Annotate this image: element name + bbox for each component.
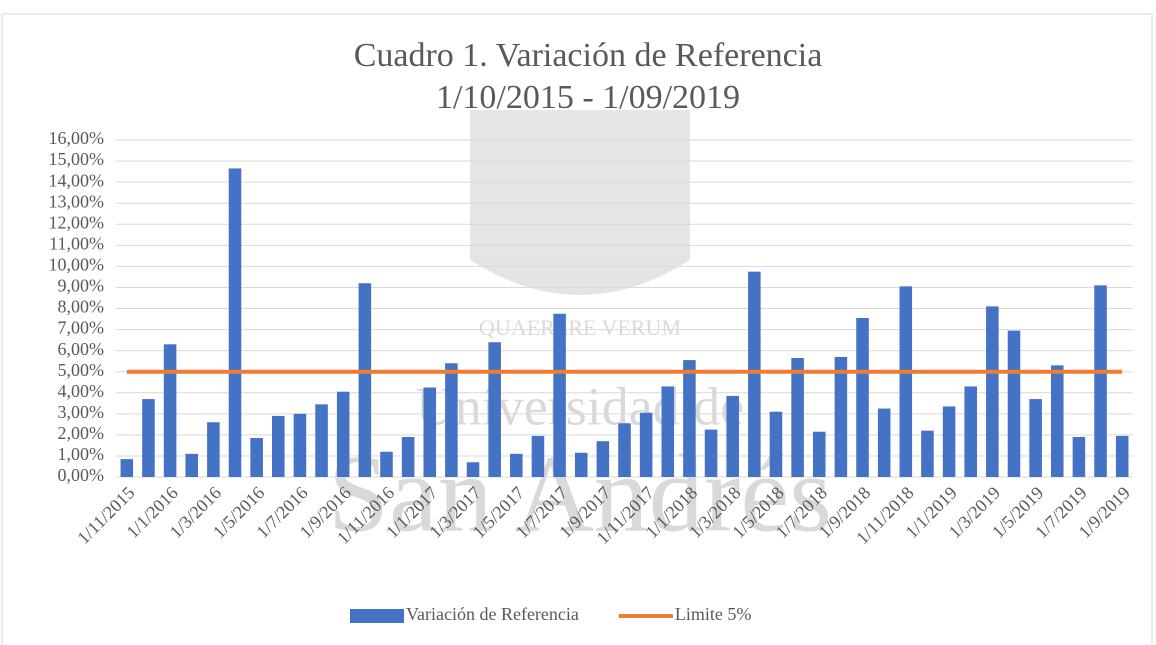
bar [618, 423, 631, 477]
bar [1073, 437, 1086, 477]
bar [337, 392, 350, 477]
y-tick-label: 10,00% [49, 255, 105, 275]
bar [445, 363, 458, 477]
bar [229, 168, 242, 477]
bar [532, 436, 545, 477]
y-tick-label: 13,00% [49, 191, 105, 211]
bar [510, 454, 523, 477]
bar [402, 437, 415, 477]
bar [662, 386, 675, 477]
bar [121, 459, 134, 477]
bar [748, 272, 761, 477]
bar [207, 422, 220, 477]
bar [726, 396, 739, 477]
bar [467, 462, 480, 477]
legend-swatch [350, 609, 404, 623]
y-tick-label: 2,00% [58, 423, 105, 443]
bar [705, 430, 718, 477]
bar [272, 416, 285, 477]
chart: QUAERERE VERUM Universidad de San Andrés… [0, 0, 1156, 645]
y-tick-label: 16,00% [49, 128, 105, 148]
x-tick-label: 1/11/2015 [73, 483, 138, 548]
chart-subtitle: 1/10/2015 - 1/09/2019 [436, 79, 740, 116]
bar [964, 386, 977, 477]
bar [359, 283, 372, 477]
bar [986, 306, 999, 477]
y-tick-label: 4,00% [58, 381, 105, 401]
y-tick-label: 3,00% [58, 402, 105, 422]
bar [1029, 399, 1042, 477]
bar [921, 431, 934, 477]
bar [380, 452, 393, 477]
bar [683, 360, 696, 477]
bar [770, 412, 783, 477]
bar [943, 406, 956, 477]
bar [1116, 436, 1129, 477]
y-tick-label: 11,00% [49, 233, 104, 253]
bar [813, 432, 826, 477]
bar [294, 414, 307, 477]
watermark-shield [470, 110, 690, 295]
y-tick-label: 7,00% [58, 318, 105, 338]
bar [250, 438, 263, 477]
bar [1008, 331, 1021, 477]
bar [835, 357, 848, 477]
y-tick-label: 9,00% [58, 276, 105, 296]
legend-label: Limite 5% [675, 604, 751, 624]
bar [142, 399, 155, 477]
y-tick-label: 5,00% [58, 360, 105, 380]
bar [164, 344, 177, 477]
bar [878, 409, 891, 477]
y-tick-label: 6,00% [58, 339, 105, 359]
bar [553, 314, 566, 477]
bar [597, 441, 610, 477]
chart-title: Cuadro 1. Variación de Referencia [354, 37, 823, 74]
legend-label: Variación de Referencia [406, 604, 579, 624]
bar [185, 454, 198, 477]
bar [856, 318, 869, 477]
y-tick-label: 1,00% [58, 444, 105, 464]
bar [1094, 285, 1107, 477]
y-tick-label: 15,00% [49, 149, 105, 169]
bar [791, 358, 804, 477]
y-tick-label: 14,00% [49, 170, 105, 190]
y-tick-label: 0,00% [58, 465, 105, 485]
bar [1051, 365, 1064, 477]
bar [640, 413, 653, 477]
y-tick-label: 12,00% [49, 212, 105, 232]
bar [575, 453, 588, 477]
bar [315, 404, 328, 477]
bar [900, 286, 913, 477]
watermark-motto: QUAERERE VERUM [479, 315, 681, 340]
bar [488, 342, 501, 477]
bar [423, 387, 436, 477]
y-tick-label: 8,00% [58, 297, 105, 317]
